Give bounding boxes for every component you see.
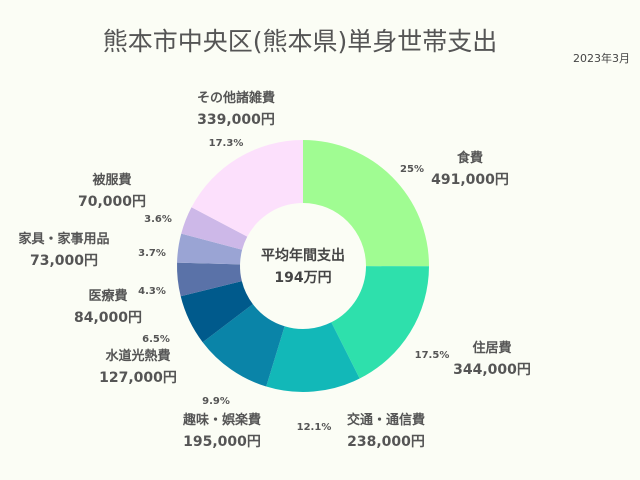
slice-6 [177, 262, 242, 297]
chart-title: 熊本市中央区(熊本県)単身世帯支出 [103, 27, 498, 56]
percent-label-2: 17.5% [415, 350, 450, 361]
amount-label-6: 84,000円 [74, 310, 142, 326]
percent-label-6: 4.3% [138, 286, 166, 297]
amount-label-3: 238,000円 [347, 434, 425, 450]
category-label-7: 家具・家事用品 [18, 231, 109, 247]
category-label-8: 被服費 [91, 172, 131, 188]
category-label-9: その他諸雑費 [197, 90, 275, 106]
amount-label-9: 339,000円 [197, 112, 275, 128]
amount-label-2: 344,000円 [453, 362, 531, 378]
slice-7 [177, 233, 243, 265]
slices-group [177, 140, 430, 392]
center-label-line1: 平均年間支出 [261, 247, 345, 264]
category-label-6: 医療費 [88, 288, 127, 304]
slice-8 [181, 207, 248, 250]
slice-2 [331, 266, 429, 379]
amount-label-5: 127,000円 [99, 370, 177, 386]
slice-5 [180, 281, 253, 343]
category-label-5: 水道光熱費 [105, 348, 170, 364]
chart-date: 2023年3月 [573, 51, 630, 65]
category-label-3: 交通・通信費 [347, 412, 425, 428]
percent-label-8: 3.6% [144, 214, 172, 225]
category-label-4: 趣味・娯楽費 [182, 412, 261, 428]
slice-9 [191, 140, 303, 237]
amount-label-7: 73,000円 [30, 253, 98, 269]
percent-label-4: 9.9% [202, 396, 230, 407]
center-label-line2: 194万円 [274, 270, 331, 286]
category-label-2: 住居費 [472, 340, 511, 356]
percent-label-7: 3.7% [138, 248, 166, 259]
amount-label-4: 195,000円 [183, 434, 261, 450]
slice-4 [202, 304, 285, 387]
amount-label-8: 70,000円 [78, 194, 146, 210]
category-label-1: 食費 [457, 150, 483, 166]
percent-label-5: 6.5% [142, 334, 170, 345]
percent-label-9: 17.3% [209, 138, 244, 149]
amount-label-1: 491,000円 [431, 172, 509, 188]
slice-3 [266, 322, 360, 392]
percent-label-3: 12.1% [297, 422, 332, 433]
slice-1 [303, 140, 430, 267]
percent-label-1: 25% [400, 164, 424, 175]
